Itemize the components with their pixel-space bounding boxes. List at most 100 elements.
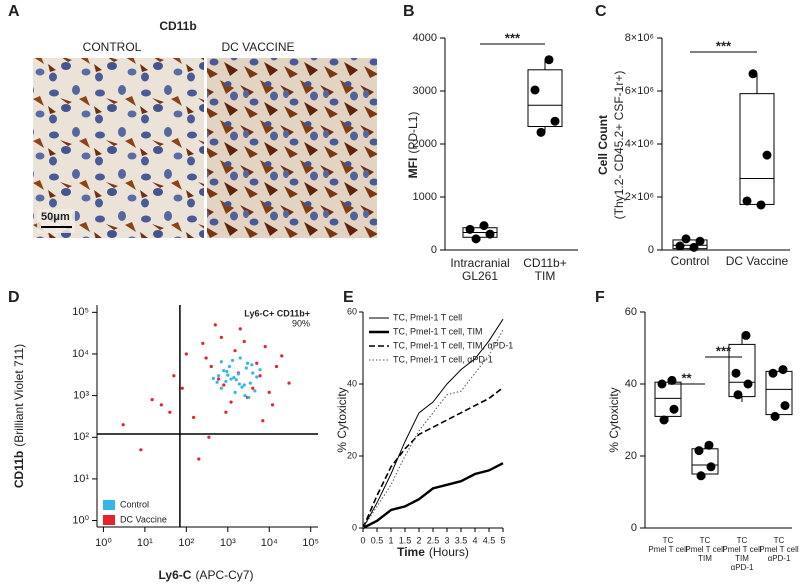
x-tick-label: Pmel T cell (648, 545, 687, 554)
x-tick-label: Pmel T cell (685, 545, 724, 554)
data-point (251, 371, 255, 375)
data-point (139, 448, 143, 452)
data-point (253, 389, 257, 393)
data-point (219, 360, 223, 364)
y-tick-label: 40 (347, 378, 357, 388)
x-tick-label: 1.5 (399, 535, 412, 545)
data-point (224, 379, 228, 383)
data-point (121, 423, 125, 427)
data-point (274, 364, 279, 369)
x-tick-label: TIM (698, 554, 712, 563)
data-point (219, 386, 223, 390)
axis-label-part: CD11b (12, 451, 26, 488)
data-point (229, 377, 233, 381)
data-point (536, 127, 546, 137)
x-tick-label: 10² (178, 537, 194, 549)
data-point (780, 401, 790, 411)
x-tick-label: 10³ (220, 537, 236, 549)
data-point (743, 379, 753, 389)
x-tick-label: 10⁵ (302, 537, 319, 549)
scale-bar-bg (37, 209, 75, 233)
legend-swatch (103, 500, 115, 510)
data-point (159, 403, 163, 407)
x-tick-label: 4 (472, 535, 477, 545)
data-point (280, 354, 284, 358)
data-point (184, 352, 188, 356)
data-point (733, 390, 743, 400)
data-point (150, 398, 154, 402)
data-point (544, 55, 554, 65)
x-tick-label: 0.5 (371, 535, 384, 545)
data-point (219, 335, 223, 340)
axis-label: % Cytoxicity (607, 387, 621, 452)
axis-label-part: (APC-Cy7) (195, 568, 253, 582)
panel-label: A (8, 3, 20, 20)
y-tick-label: 1000 (413, 191, 437, 203)
series-line (362, 329, 504, 529)
axis-label-part: (PD-L1) (406, 112, 420, 154)
data-point (550, 116, 560, 126)
x-tick-label: 1 (388, 535, 393, 545)
data-point (236, 372, 240, 376)
panel-title: CD11b (159, 19, 196, 33)
panel-label: B (403, 3, 415, 20)
data-point (756, 200, 766, 210)
data-point (242, 383, 246, 387)
data-point (261, 419, 265, 423)
data-point (741, 330, 751, 340)
x-tick-label: CD11b+ (523, 256, 566, 270)
gate-percent: 90% (292, 318, 310, 328)
data-point (229, 400, 233, 404)
data-point (689, 242, 699, 252)
data-point (681, 234, 691, 244)
data-point (233, 349, 237, 353)
data-point (667, 375, 677, 385)
data-point (213, 323, 217, 327)
data-point (233, 390, 237, 394)
y-tick-label: 60 (347, 306, 357, 316)
y-tick-label: 2000 (413, 138, 437, 150)
data-point (225, 369, 229, 374)
y-tick-label: 4000 (413, 32, 437, 44)
x-tick-label: GL261 (462, 269, 498, 283)
data-point (748, 69, 758, 79)
x-tick-label: Intracranial (450, 256, 509, 270)
data-point (669, 404, 679, 414)
x-tick-label: 5 (500, 535, 505, 545)
data-point (263, 345, 267, 349)
panel-label: F (595, 289, 605, 306)
data-point (237, 382, 241, 386)
data-point (530, 85, 540, 95)
data-point (244, 366, 248, 370)
y-tick-label: 2×10⁶ (625, 191, 654, 203)
axis-label-part: Ly6-C (159, 568, 192, 582)
data-point (762, 150, 772, 160)
y-tick-label: 10⁵ (72, 306, 89, 318)
y-tick-label: 10¹ (73, 473, 89, 485)
data-point (207, 435, 211, 439)
data-point (204, 356, 208, 360)
x-tick-label: TC (700, 536, 711, 545)
image-label: DC VACCINE (221, 40, 294, 54)
significance-label: ** (681, 370, 692, 385)
box (739, 93, 775, 205)
x-tick-label: TC (663, 536, 674, 545)
data-point (704, 440, 714, 450)
gate-label: Ly6-C+ CD11b+ (244, 308, 310, 318)
data-point (465, 224, 475, 234)
x-tick-label: 4.5 (483, 535, 496, 545)
x-tick-label: DC Vaccine (726, 254, 789, 268)
data-point (258, 368, 262, 372)
data-point (197, 457, 201, 461)
significance-label: *** (716, 38, 732, 53)
legend-label: TC, Pmel-1 T cell, αPD-1 (393, 354, 493, 364)
axis-label-part: (Hours) (429, 545, 469, 559)
legend-swatch (103, 515, 115, 525)
data-point (180, 386, 184, 390)
data-point (270, 403, 275, 407)
data-point (238, 356, 242, 360)
y-tick-label: 6×10⁶ (625, 85, 654, 97)
data-point (226, 373, 230, 377)
data-point (250, 363, 254, 367)
data-point (742, 196, 752, 206)
